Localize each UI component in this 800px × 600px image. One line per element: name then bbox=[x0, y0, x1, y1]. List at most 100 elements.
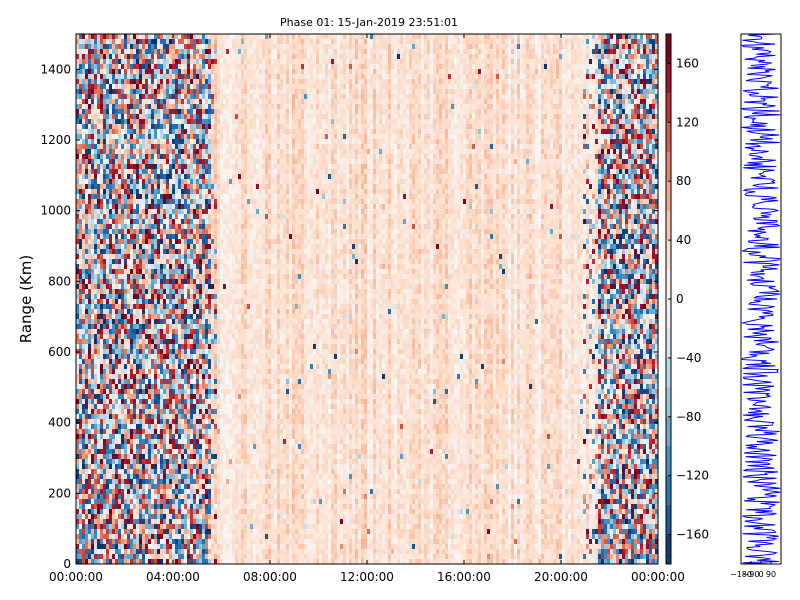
heatmap-cell bbox=[127, 364, 130, 369]
heatmap-cell bbox=[160, 334, 163, 339]
heatmap-cell bbox=[178, 119, 181, 124]
heatmap-cell bbox=[103, 169, 106, 174]
heatmap-cell bbox=[106, 224, 109, 229]
heatmap-cell bbox=[205, 194, 208, 199]
heatmap-cell bbox=[118, 209, 121, 214]
heatmap-cell bbox=[184, 484, 187, 489]
heatmap-cell bbox=[112, 324, 115, 329]
heatmap-cell bbox=[103, 139, 106, 144]
heatmap-cell bbox=[115, 349, 118, 354]
heatmap-cell bbox=[76, 254, 79, 259]
heatmap-cell bbox=[199, 159, 202, 164]
heatmap-cell bbox=[157, 339, 160, 344]
heatmap-cell bbox=[115, 499, 118, 504]
heatmap-cell bbox=[103, 34, 106, 39]
heatmap-cell bbox=[94, 129, 97, 134]
heatmap-cell bbox=[151, 539, 154, 544]
heatmap-cell bbox=[202, 379, 205, 384]
heatmap-cell bbox=[112, 149, 115, 154]
heatmap-cell bbox=[121, 554, 124, 559]
heatmap-cell bbox=[196, 239, 199, 244]
heatmap-cell bbox=[199, 484, 202, 489]
heatmap-cell bbox=[205, 234, 208, 239]
heatmap-cell bbox=[211, 54, 214, 59]
heatmap-cell bbox=[85, 109, 88, 114]
heatmap-cell bbox=[193, 149, 196, 154]
heatmap-cell bbox=[130, 369, 133, 374]
heatmap-cell bbox=[175, 274, 178, 279]
heatmap-cell bbox=[187, 239, 190, 244]
heatmap-cell bbox=[88, 249, 91, 254]
heatmap-cell bbox=[214, 174, 217, 179]
heatmap-cell bbox=[178, 499, 181, 504]
heatmap-cell bbox=[196, 209, 199, 214]
heatmap-cell bbox=[187, 124, 190, 129]
heatmap-cell bbox=[130, 119, 133, 124]
heatmap-cell bbox=[166, 339, 169, 344]
heatmap-cell bbox=[178, 419, 181, 424]
heatmap-cell bbox=[76, 444, 79, 449]
heatmap-cell bbox=[193, 424, 196, 429]
heatmap-cell bbox=[175, 359, 178, 364]
heatmap-cell bbox=[154, 369, 157, 374]
heatmap-cell bbox=[163, 234, 166, 239]
heatmap-cell bbox=[181, 419, 184, 424]
heatmap-cell bbox=[118, 354, 121, 359]
heatmap-cell bbox=[82, 164, 85, 169]
heatmap-cell bbox=[127, 414, 130, 419]
heatmap-cell bbox=[196, 374, 199, 379]
heatmap-cell bbox=[169, 339, 172, 344]
heatmap-cell bbox=[172, 474, 175, 479]
heatmap-cell bbox=[88, 509, 91, 514]
heatmap-cell bbox=[208, 154, 211, 159]
heatmap-cell bbox=[124, 454, 127, 459]
heatmap-cell bbox=[163, 294, 166, 299]
heatmap-cell bbox=[154, 429, 157, 434]
heatmap-cell bbox=[208, 189, 211, 194]
heatmap-cell bbox=[199, 399, 202, 404]
heatmap-cell bbox=[175, 224, 178, 229]
heatmap-cell bbox=[100, 94, 103, 99]
heatmap-cell bbox=[199, 464, 202, 469]
heatmap-cell bbox=[184, 279, 187, 284]
heatmap-cell bbox=[118, 489, 121, 494]
heatmap-cell bbox=[145, 244, 148, 249]
heatmap-cell bbox=[94, 529, 97, 534]
heatmap-cell bbox=[184, 264, 187, 269]
heatmap-cell bbox=[124, 209, 127, 214]
heatmap-cell bbox=[178, 159, 181, 164]
heatmap-cell bbox=[94, 434, 97, 439]
heatmap-cell bbox=[94, 419, 97, 424]
heatmap-cell bbox=[199, 314, 202, 319]
heatmap-cell bbox=[202, 99, 205, 104]
heatmap-cell bbox=[172, 499, 175, 504]
heatmap-cell bbox=[82, 229, 85, 234]
heatmap-cell bbox=[103, 399, 106, 404]
heatmap-cell bbox=[88, 69, 91, 74]
heatmap-cell bbox=[94, 174, 97, 179]
heatmap-cell bbox=[103, 204, 106, 209]
heatmap-cell bbox=[121, 224, 124, 229]
heatmap-cell bbox=[112, 144, 115, 149]
heatmap-cell bbox=[154, 454, 157, 459]
heatmap-cell bbox=[121, 414, 124, 419]
heatmap-cell bbox=[217, 49, 220, 54]
heatmap-cell bbox=[184, 74, 187, 79]
heatmap-cell bbox=[100, 514, 103, 519]
heatmap-cell bbox=[139, 554, 142, 559]
heatmap-cell bbox=[154, 314, 157, 319]
heatmap-cell bbox=[103, 324, 106, 329]
heatmap-cell bbox=[172, 429, 175, 434]
heatmap-cell bbox=[85, 139, 88, 144]
heatmap-cell bbox=[181, 174, 184, 179]
heatmap-cell bbox=[175, 79, 178, 84]
heatmap-cell bbox=[169, 264, 172, 269]
heatmap-cell bbox=[181, 549, 184, 554]
heatmap-cell bbox=[97, 284, 100, 289]
heatmap-cell bbox=[181, 339, 184, 344]
heatmap-cell bbox=[109, 139, 112, 144]
heatmap-cell bbox=[169, 474, 172, 479]
heatmap-cell bbox=[202, 539, 205, 544]
heatmap-cell bbox=[79, 524, 82, 529]
heatmap-cell bbox=[160, 399, 163, 404]
